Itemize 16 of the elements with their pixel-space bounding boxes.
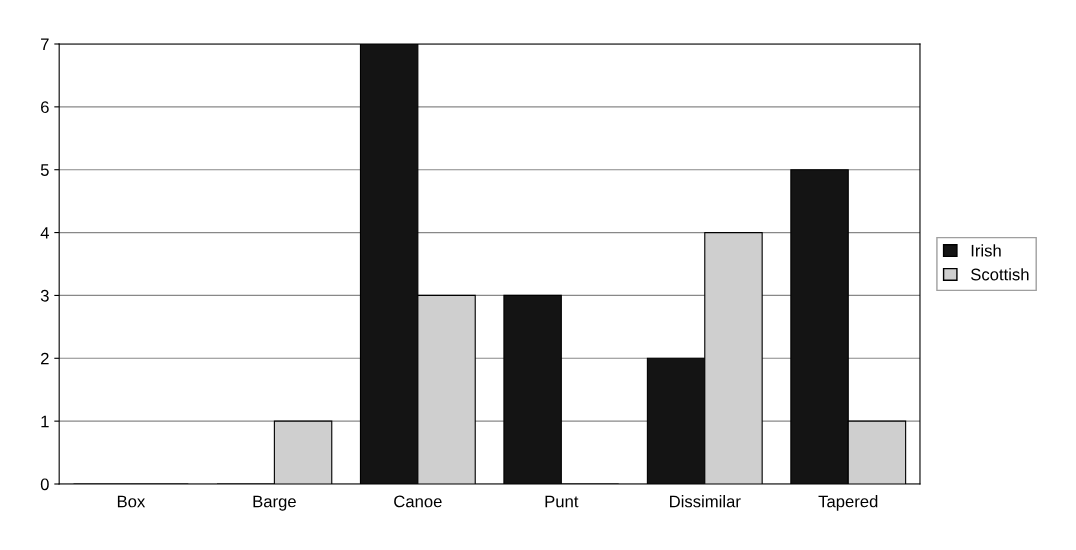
y-tick-label: 5 (40, 164, 49, 176)
x-tick-label: Dissimilar (670, 495, 741, 508)
x-tick-label: Barge (253, 495, 296, 511)
y-tick-label: 6 (41, 101, 49, 114)
legend-label: Scottish (971, 268, 1029, 281)
x-tick-label: Box (117, 495, 146, 508)
legend-label: Irish (971, 244, 1001, 257)
y-tick-label: 7 (41, 38, 49, 51)
y-tick-label: 0 (40, 478, 49, 491)
y-tick-label: 4 (40, 227, 49, 239)
y-tick-label: 2 (41, 352, 49, 365)
x-tick-label: Canoe (394, 495, 442, 508)
y-tick-label: 3 (40, 289, 49, 302)
x-tick-label: Tapered (818, 495, 878, 511)
x-tick-label: Punt (545, 495, 579, 508)
y-tick-label: 1 (41, 415, 49, 428)
